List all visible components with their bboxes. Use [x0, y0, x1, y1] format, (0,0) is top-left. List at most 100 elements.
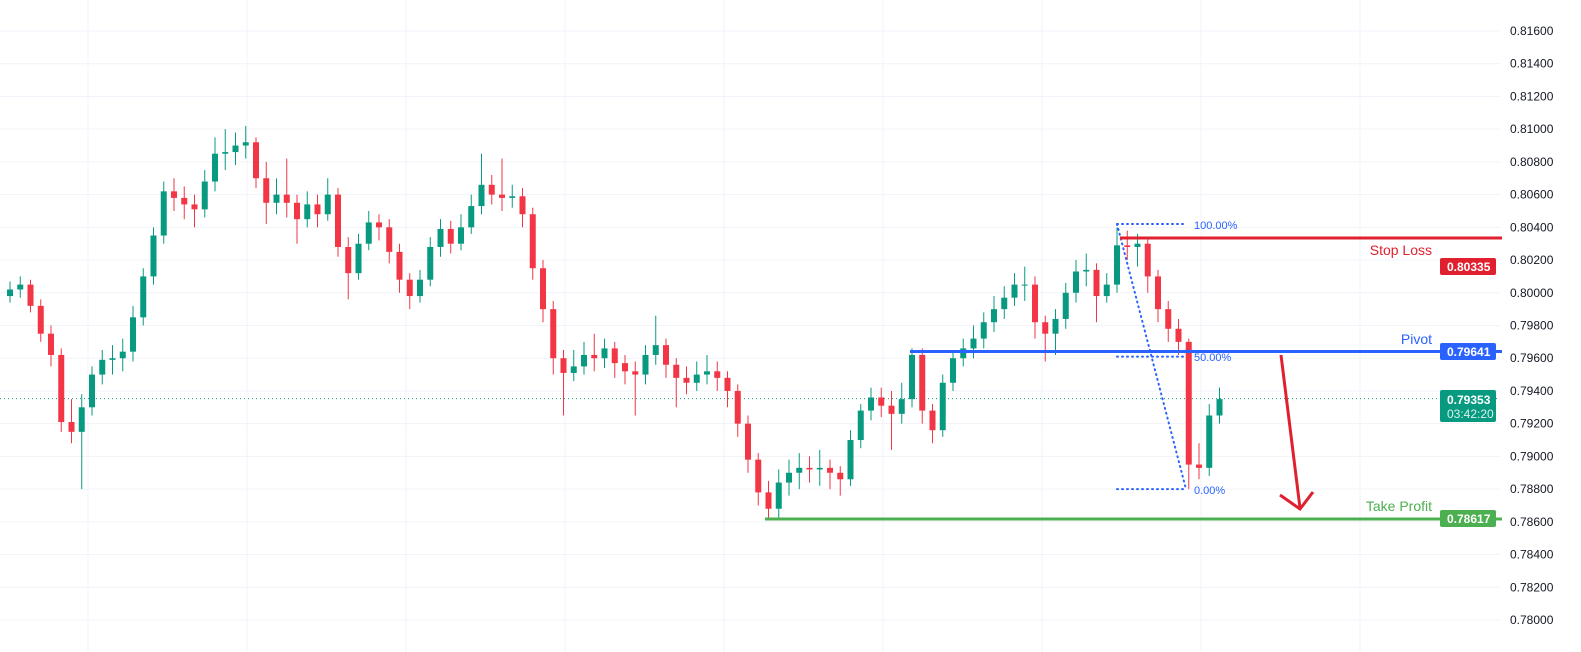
candle-body	[898, 399, 905, 414]
y-tick-label: 0.81200	[1510, 89, 1554, 103]
down-arrow-icon	[1279, 354, 1302, 509]
candle-body	[919, 354, 926, 411]
take-profit-value: 0.78617	[1447, 512, 1491, 526]
candle-body	[396, 251, 403, 280]
grid	[0, 0, 1500, 652]
candle-body	[642, 354, 649, 375]
candle-body	[437, 228, 444, 247]
price-axis[interactable]: 0.78000 0.78200 0.78400 0.78600 0.78800 0.790…	[1510, 24, 1554, 627]
candle-body	[109, 358, 116, 360]
fib-label-0: 0.00%	[1194, 485, 1225, 497]
levels[interactable]: Stop Loss Pivot Take Profit	[765, 236, 1502, 521]
candle-body	[868, 397, 874, 411]
candle-body	[191, 204, 198, 210]
candle-body	[314, 204, 321, 215]
candle-body	[171, 191, 177, 198]
candle-body	[1165, 309, 1172, 329]
y-tick-label: 0.78200	[1510, 580, 1554, 594]
candle-body	[857, 410, 864, 441]
y-tick-label: 0.80200	[1510, 253, 1554, 267]
candle-body	[1083, 269, 1090, 272]
y-tick-label: 0.78600	[1510, 515, 1554, 529]
candle-body	[386, 227, 393, 252]
candle-body	[714, 371, 721, 378]
candle-body	[1062, 292, 1069, 319]
candle-body	[704, 371, 710, 375]
candle-body	[150, 235, 157, 277]
candle-body	[458, 227, 464, 244]
candle-body	[140, 276, 147, 318]
current-price-value: 0.79353	[1447, 393, 1491, 407]
candle-body	[263, 178, 270, 203]
candle-body	[837, 472, 844, 480]
pivot-tag	[1440, 343, 1496, 360]
candle-body	[27, 284, 34, 306]
candle-body	[253, 142, 259, 179]
candle-body	[980, 322, 987, 339]
candle-body	[673, 364, 680, 378]
candle-body	[58, 354, 65, 423]
take-profit-label: Take Profit	[1366, 498, 1432, 514]
candle-body	[1073, 271, 1079, 293]
candle-body	[1042, 322, 1049, 334]
candle-body	[847, 440, 854, 480]
candle-body	[160, 191, 167, 236]
y-tick-label: 0.79600	[1510, 351, 1554, 365]
candle-body	[991, 309, 997, 323]
candle-body	[355, 243, 362, 274]
stop-loss-label: Stop Loss	[1370, 242, 1432, 258]
y-tick-label: 0.79000	[1510, 449, 1554, 463]
y-tick-label: 0.78000	[1510, 613, 1554, 627]
candle-body	[242, 142, 249, 146]
candle-body	[581, 354, 587, 367]
candle-body	[345, 246, 352, 274]
current-price-tag	[1440, 390, 1496, 422]
fibonacci-retracement[interactable]: 100.00% 50.00% 0.00%	[1116, 220, 1238, 497]
candle-body	[519, 196, 526, 215]
candle-body	[1216, 399, 1223, 416]
y-tick-label: 0.80600	[1510, 188, 1554, 202]
candle-body	[806, 467, 813, 470]
candle-body	[1124, 245, 1131, 247]
candle-body	[406, 279, 413, 297]
candle-body	[601, 348, 608, 359]
candle-body	[283, 194, 290, 203]
candle-body	[683, 377, 690, 383]
candle-body	[222, 152, 229, 154]
candle-body	[796, 467, 803, 473]
candle-body	[734, 390, 741, 424]
candle-body	[48, 333, 54, 355]
candle-body	[417, 279, 423, 297]
candle-body	[304, 204, 311, 220]
candle-body	[786, 472, 792, 483]
candle-body	[950, 358, 956, 383]
candle-body	[1093, 269, 1100, 297]
candle-body	[939, 382, 946, 431]
candle-body	[7, 289, 13, 297]
candle-body	[560, 358, 567, 373]
candle-body	[693, 374, 700, 383]
candle-body	[89, 374, 95, 408]
candle-body	[960, 348, 967, 359]
candle-body	[1155, 276, 1161, 310]
stop-loss-value: 0.80335	[1447, 260, 1491, 274]
candle-body	[119, 351, 126, 359]
candle-body	[1021, 284, 1028, 286]
candle-body	[878, 397, 885, 406]
candle-body	[1196, 464, 1202, 468]
candle-body	[745, 423, 751, 460]
candle-body	[1114, 245, 1120, 285]
y-tick-label: 0.79800	[1510, 319, 1554, 333]
y-tick-label: 0.79400	[1510, 384, 1554, 398]
candle-body	[929, 410, 936, 431]
stop-loss-tag	[1440, 258, 1496, 275]
candle-body	[37, 305, 44, 334]
candle-body	[765, 492, 772, 509]
candle-body	[212, 153, 218, 182]
candle-body	[335, 194, 341, 247]
down-arrow-head-icon	[1279, 491, 1315, 512]
candle-body	[232, 145, 239, 153]
y-tick-label: 0.81600	[1510, 24, 1554, 38]
candle-body	[99, 359, 106, 375]
